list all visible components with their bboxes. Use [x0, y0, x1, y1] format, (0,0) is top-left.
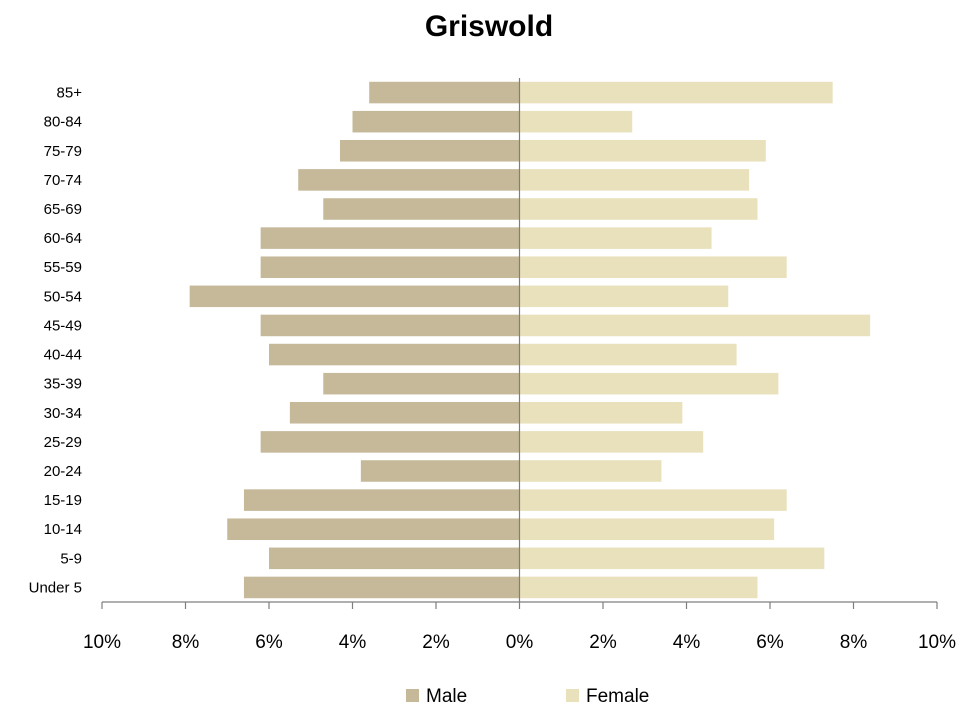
category-label: 65-69	[44, 201, 82, 218]
category-label: 75-79	[44, 143, 82, 160]
bar-male-50-54	[189, 285, 520, 308]
bar-female-5-9	[519, 547, 825, 570]
bar-female-20-24	[519, 460, 662, 482]
category-label: 55-59	[44, 259, 82, 276]
bar-female-10-14	[519, 518, 775, 540]
bar-female-60-64	[519, 227, 712, 249]
bar-female-40-44	[519, 343, 737, 366]
x-tick-label: 8%	[172, 632, 200, 653]
bar-male-10-14	[227, 518, 520, 540]
bar-female-85+	[519, 81, 833, 104]
category-label: 60-64	[44, 230, 82, 247]
legend-label-female: Female	[586, 686, 649, 707]
category-label: 35-39	[44, 376, 82, 393]
bar-female-under-5	[519, 576, 758, 599]
x-tick-label: 6%	[255, 632, 283, 653]
bar-male-30-34	[289, 402, 520, 424]
bar-male-40-44	[269, 343, 520, 366]
bar-male-65-69	[323, 198, 520, 220]
bar-male-5-9	[269, 547, 520, 570]
bar-female-25-29	[519, 431, 704, 453]
x-axis-ticks: 10% 8% 6% 4% 2% 0% 2% 4% 6% 8% 10%	[83, 602, 956, 653]
bar-female-35-39	[519, 372, 779, 395]
category-label: 40-44	[44, 347, 82, 364]
x-tick-label: 4%	[339, 632, 367, 653]
bar-male-under-5	[243, 576, 520, 599]
bar-male-35-39	[323, 372, 520, 395]
bar-female-70-74	[519, 169, 750, 191]
x-tick-label: 10%	[83, 632, 121, 653]
bar-female-55-59	[519, 256, 787, 278]
x-tick-label: 6%	[756, 632, 784, 653]
bar-female-30-34	[519, 402, 683, 424]
category-label: 85+	[57, 85, 83, 102]
legend-swatch-female	[566, 689, 579, 702]
x-tick-label: 4%	[673, 632, 701, 653]
bar-male-20-24	[360, 460, 520, 482]
bar-male-70-74	[298, 169, 520, 191]
bar-male-85+	[369, 81, 520, 104]
x-tick-label: 2%	[422, 632, 450, 653]
category-labels: Under 5 5-9 10-14 15-19 20-24 25-29 30-34 35-39…	[29, 85, 83, 597]
legend-label-male: Male	[426, 686, 467, 707]
category-label: 15-19	[44, 492, 82, 509]
category-label: 30-34	[44, 405, 82, 422]
x-tick-label: 2%	[589, 632, 617, 653]
bar-female-50-54	[519, 285, 729, 308]
category-label: 25-29	[44, 434, 82, 451]
bar-male-60-64	[260, 227, 520, 249]
category-label: 80-84	[44, 114, 82, 131]
legend-swatch-male	[406, 689, 419, 702]
bar-male-45-49	[260, 314, 520, 337]
bar-female-15-19	[519, 489, 787, 511]
bars-layer	[189, 81, 871, 599]
category-label: Under 5	[29, 579, 82, 596]
bar-female-75-79	[519, 140, 766, 162]
category-label: 5-9	[60, 550, 82, 567]
bar-male-75-79	[339, 140, 520, 162]
category-label: 50-54	[44, 288, 82, 305]
category-label: 10-14	[44, 521, 82, 538]
bar-male-80-84	[352, 110, 520, 133]
category-label: 20-24	[44, 463, 82, 480]
chart-title: Griswold	[425, 10, 553, 43]
bar-female-65-69	[519, 198, 758, 220]
x-tick-label: 0%	[506, 632, 534, 653]
bar-male-55-59	[260, 256, 520, 278]
bar-female-80-84	[519, 110, 633, 133]
x-tick-label: 10%	[918, 632, 956, 653]
category-label: 45-49	[44, 317, 82, 334]
bar-male-25-29	[260, 431, 520, 453]
category-label: 70-74	[44, 172, 82, 189]
x-tick-label: 8%	[840, 632, 868, 653]
bar-female-45-49	[519, 314, 871, 337]
bar-male-15-19	[243, 489, 520, 511]
legend: Male Female	[406, 686, 649, 707]
